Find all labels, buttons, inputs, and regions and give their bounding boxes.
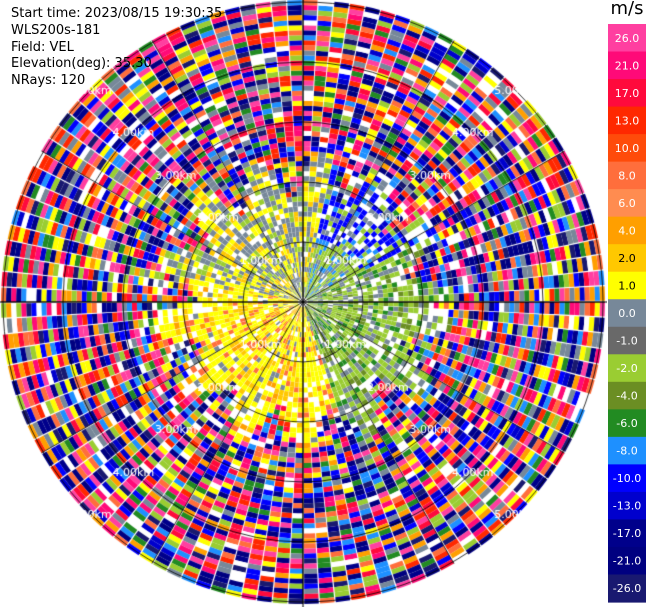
colorbar-band (608, 271, 646, 300)
colorbar-band (608, 519, 646, 548)
colorbar-tick-label: 17.0 (615, 87, 640, 100)
colorbar-tick-label: 8.0 (618, 169, 636, 182)
colorbar-tick-label: -8.0 (616, 445, 637, 458)
elevation-label: Elevation(deg): 35.30 (11, 56, 152, 71)
colorbar-band (608, 106, 646, 135)
colorbar-tick-label: 2.0 (618, 252, 636, 265)
colorbar-tick-label: 0.0 (618, 307, 636, 320)
colorbar-band (608, 134, 646, 163)
colorbar-band (608, 546, 646, 576)
colorbar-tick-label: 10.0 (615, 142, 640, 155)
colorbar-band (608, 189, 646, 218)
colorbar-tick-label: -6.0 (616, 417, 637, 430)
colorbar-tick-label: -10.0 (613, 472, 641, 485)
colorbar-band (608, 299, 646, 328)
colorbar-tick-label: -26.0 (613, 582, 641, 595)
colorbar-band (608, 464, 646, 493)
colorbar-band (608, 574, 646, 603)
colorbar-tick-label: 1.0 (618, 279, 636, 292)
start-time-label: Start time: 2023/08/15 19:30:35 (11, 6, 223, 21)
colorbar-band (608, 436, 646, 465)
ppi-velocity-plot (0, 0, 607, 607)
colorbar-band (608, 354, 646, 383)
colorbar-band (608, 326, 646, 355)
colorbar-tick-label: -21.0 (613, 555, 641, 568)
colorbar-tick-label: -17.0 (613, 527, 641, 540)
colorbar-band (608, 79, 646, 108)
colorbar-tick-label: -13.0 (613, 500, 641, 513)
colorbar-band (608, 244, 646, 273)
colorbar-unit-label: m/s (610, 0, 644, 19)
colorbar-band (608, 409, 646, 438)
colorbar-tick-label: 4.0 (618, 224, 636, 237)
colorbar-tick-label: -1.0 (616, 335, 637, 348)
velocity-colorbar: 26.0 21.0 17.0 13.0 10.0 8.0 6.0 4.0 2.0 1.0 0.0 -1… (608, 24, 646, 603)
colorbar-tick-label: 6.0 (618, 197, 636, 210)
colorbar-tick-label: 26.0 (615, 32, 640, 45)
instrument-label: WLS200s-181 (11, 23, 101, 38)
colorbar-band (608, 51, 646, 80)
colorbar-tick-label: 13.0 (615, 114, 640, 127)
colorbar-band (608, 381, 646, 410)
colorbar-tick-label: -2.0 (616, 362, 637, 375)
colorbar-band (608, 24, 646, 53)
colorbar-band (608, 491, 646, 521)
colorbar-band (608, 161, 646, 190)
nrays-label: NRays: 120 (11, 73, 86, 88)
colorbar-tick-label: -4.0 (616, 390, 637, 403)
colorbar-band (608, 216, 646, 245)
colorbar-tick-label: 21.0 (615, 59, 640, 72)
field-label: Field: VEL (11, 40, 74, 55)
